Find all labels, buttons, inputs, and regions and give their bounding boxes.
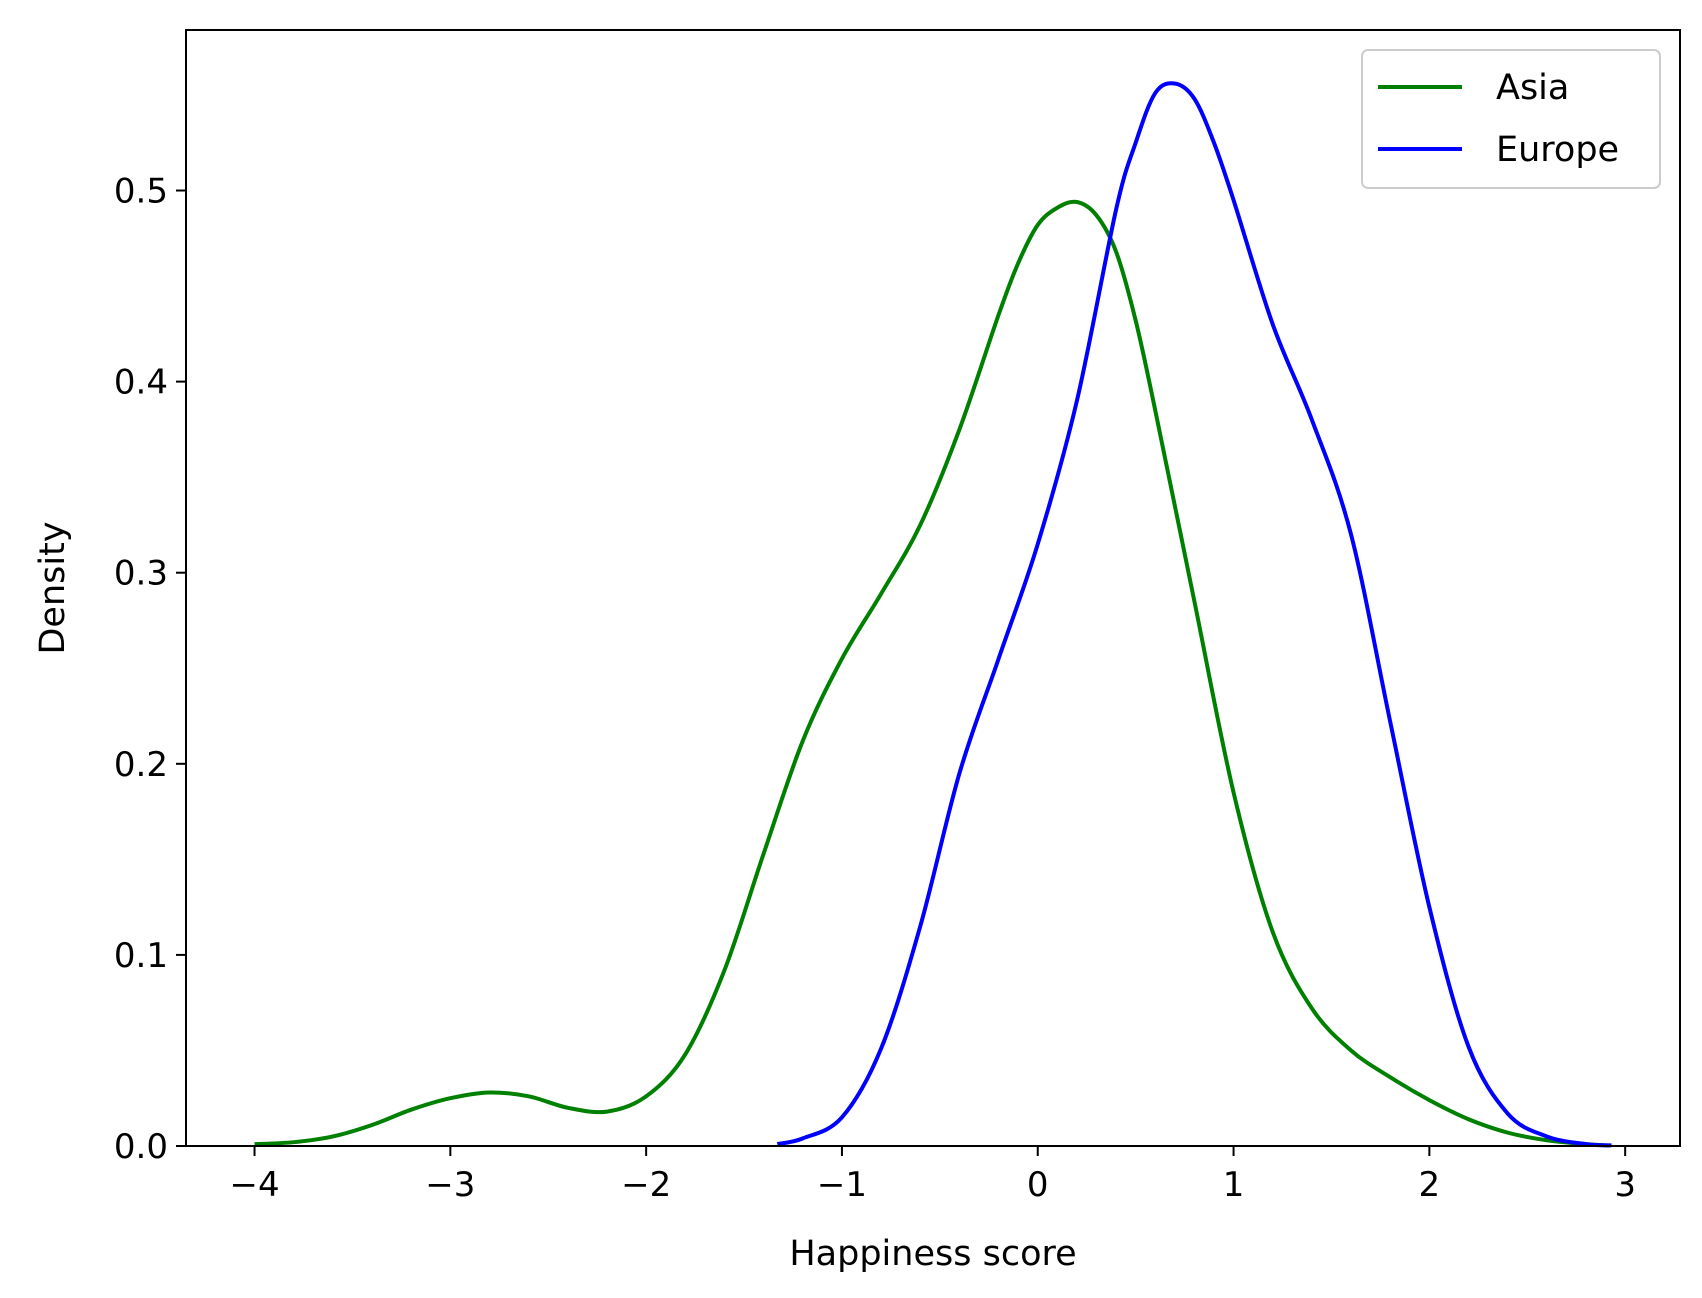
series-line-europe: [776, 81, 1612, 1148]
y-tick-label: 0.4: [114, 363, 168, 403]
x-tick-label: 0: [1027, 1165, 1049, 1205]
legend-label-asia: Asia: [1496, 68, 1569, 108]
series-line-asia: [254, 199, 1610, 1148]
x-axis-label: Happiness score: [789, 1234, 1076, 1274]
x-tick-label: 2: [1419, 1165, 1441, 1205]
x-axis-ticks: −4 −3 −2 −1 0 1 2 3: [229, 1146, 1636, 1205]
series-layer: [254, 81, 1612, 1148]
y-axis-ticks: 0.0 0.1 0.2 0.3 0.4 0.5: [114, 172, 186, 1167]
y-tick-label: 0.5: [114, 172, 168, 212]
y-tick-label: 0.3: [114, 554, 168, 594]
legend-label-europe: Europe: [1496, 130, 1619, 170]
x-tick-label: 1: [1223, 1165, 1245, 1205]
y-tick-label: 0.1: [114, 936, 168, 976]
y-tick-label: 0.0: [114, 1127, 168, 1167]
x-tick-label: −3: [425, 1165, 475, 1205]
plot-frame: [185, 29, 1681, 1147]
x-tick-label: 3: [1614, 1165, 1636, 1205]
x-tick-label: −2: [621, 1165, 671, 1205]
x-tick-label: −4: [229, 1165, 279, 1205]
y-axis-label: Density: [33, 521, 73, 654]
legend: Asia Europe: [1361, 49, 1661, 189]
y-tick-label: 0.2: [114, 745, 168, 785]
legend-box: [1361, 49, 1661, 189]
x-tick-label: −1: [817, 1165, 867, 1205]
